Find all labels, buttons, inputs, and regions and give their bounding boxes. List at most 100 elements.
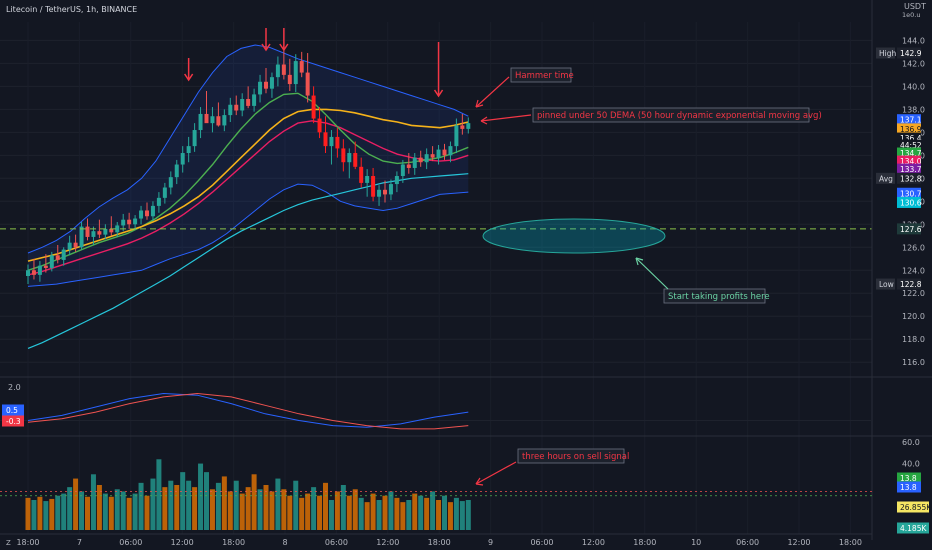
volume-bar	[305, 493, 311, 530]
candle-body	[49, 255, 54, 268]
candle-body	[210, 116, 215, 124]
volume-bar	[245, 487, 251, 530]
volume-bar	[156, 459, 162, 530]
candle-body	[347, 153, 352, 163]
profit-arrow-head	[635, 257, 644, 266]
profit-note-box[interactable]	[663, 288, 766, 304]
candle-body	[454, 125, 459, 147]
candle-body	[264, 81, 268, 89]
z-icon[interactable]: Z	[6, 539, 11, 547]
y-tick-label: 118.0	[902, 335, 925, 344]
y-tick-label: 144.0	[902, 36, 925, 45]
price-tag-value: 127.6	[900, 225, 922, 234]
y-tick-label: 142.0	[902, 59, 925, 68]
candle-body	[317, 118, 322, 133]
candle-body	[168, 177, 173, 188]
candle-body	[43, 265, 48, 268]
volume-bar	[317, 495, 323, 530]
volume-bar	[204, 472, 209, 530]
sell-signal-note-box[interactable]	[517, 448, 625, 464]
x-tick-label: 06:00	[325, 538, 348, 547]
volume-bar	[150, 478, 156, 530]
x-tick-label: 06:00	[530, 538, 553, 547]
volume-bar	[257, 489, 263, 530]
price-tag-label: High	[879, 49, 896, 58]
bb-lower-line	[27, 183, 469, 287]
candle-body	[365, 176, 370, 183]
ma-yellow-line	[27, 108, 469, 262]
candle-body	[162, 187, 167, 198]
chart-title: Litecoin / TetherUS, 1h, BINANCE	[6, 5, 137, 14]
volume-bar	[209, 489, 215, 530]
candle-body	[281, 64, 286, 75]
sell-signal-arrow-head	[475, 477, 484, 486]
price-tag-bg	[897, 196, 921, 208]
volume-tag-value: 13.8	[900, 483, 917, 492]
candle-body	[133, 218, 138, 225]
volume-bar	[49, 498, 55, 530]
candle-body	[103, 228, 108, 235]
volume-bar	[370, 493, 376, 530]
volume-bar	[293, 480, 299, 530]
x-tick-label: 18:00	[16, 538, 39, 547]
candle-body	[466, 123, 471, 129]
volume-bar	[394, 497, 400, 530]
price-tag-label-bg	[876, 47, 895, 59]
volume-pane: 60.040.020.0-20.013.813.826.855K4.185Kth…	[0, 438, 932, 534]
volume-bar	[299, 497, 305, 530]
hammer-arrow	[475, 76, 510, 108]
volume-tag-bg	[897, 472, 921, 484]
candle-body	[109, 228, 114, 233]
candle-body	[180, 153, 185, 165]
dema-note-box[interactable]	[532, 107, 810, 123]
candle-body	[406, 164, 411, 168]
candle-body	[26, 270, 30, 277]
volume-bar	[96, 485, 102, 530]
price-tag-value: 142.9	[900, 49, 922, 58]
osc-y-tick: 2.0	[8, 383, 21, 392]
volume-bar	[138, 482, 144, 530]
hammer-note-box[interactable]	[510, 67, 572, 83]
volume-bar	[459, 501, 465, 530]
candle-body	[335, 136, 340, 149]
x-tick-label: 18:00	[633, 538, 656, 547]
candle-body	[156, 197, 161, 206]
price-tag-bg	[897, 147, 921, 159]
price-tag-bg	[897, 155, 921, 167]
y-tick-label: 124.0	[902, 266, 925, 275]
price-tag-value: 44:52	[900, 141, 922, 150]
profit-zone-ellipse[interactable]	[482, 218, 666, 254]
volume-bar	[406, 500, 412, 530]
moving-averages	[27, 92, 469, 349]
x-tick-label: 18:00	[839, 538, 862, 547]
volume-bar	[346, 495, 352, 530]
price-tag-value: 133.7	[900, 165, 922, 174]
volume-bar	[215, 482, 221, 530]
volume-bar	[108, 496, 114, 530]
volume-bar	[162, 487, 168, 530]
sell-signal-note-text: three hours on sell signal	[522, 452, 629, 462]
volume-bar	[388, 491, 394, 530]
x-tick-label: 10	[691, 538, 701, 547]
volume-bar	[430, 491, 436, 530]
candle-body	[85, 226, 90, 237]
volume-tag-bg	[897, 501, 929, 513]
x-tick-label: 18:00	[428, 538, 451, 547]
candle-body	[460, 125, 465, 129]
y-tick-label: 122.0	[902, 289, 925, 298]
volume-bar	[287, 495, 293, 530]
y-tick-label: 140.0	[902, 82, 925, 91]
price-tag-bg	[897, 278, 921, 290]
candle-body	[127, 219, 132, 225]
volume-bar	[192, 487, 198, 530]
volume-bar	[221, 476, 227, 530]
candle-body	[246, 99, 251, 106]
osc-tag-bg	[2, 404, 24, 416]
volume-bar	[340, 485, 346, 530]
candle-body	[311, 95, 316, 119]
volume-bar	[269, 491, 275, 530]
candle-body	[91, 231, 96, 237]
time-axis[interactable]: 18:00 7 06:00 12:00 18:00 8 06:00 12:00 18:00 9 06…	[16, 538, 861, 547]
